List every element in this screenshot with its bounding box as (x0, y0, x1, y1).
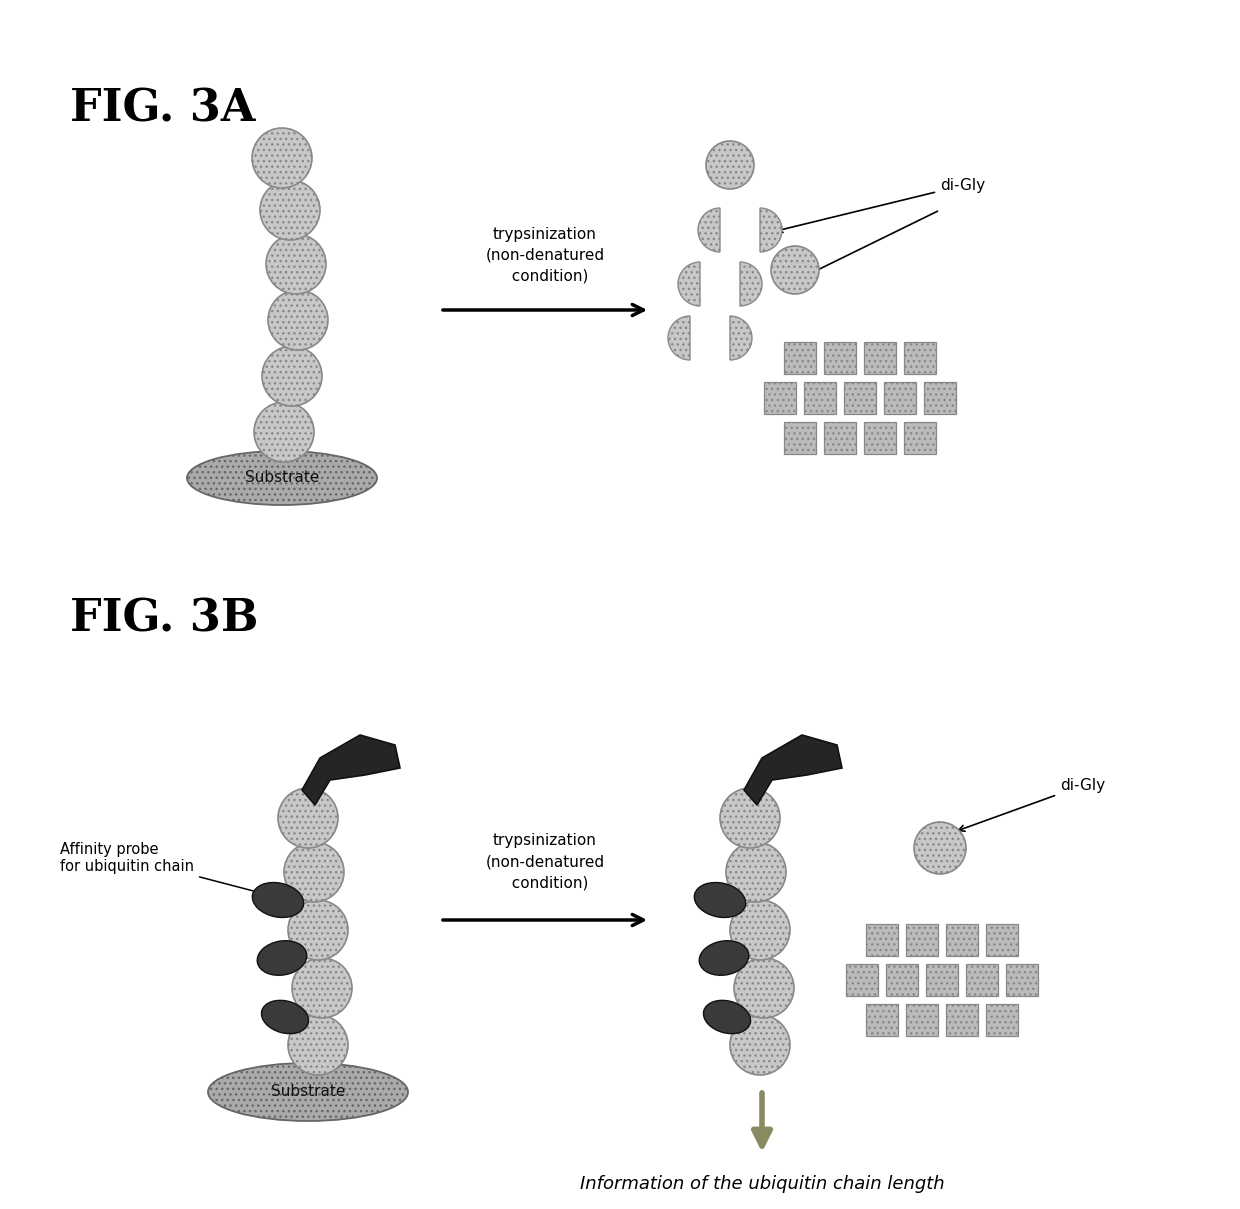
Circle shape (267, 235, 326, 294)
Bar (864, 342, 897, 374)
Bar (904, 342, 936, 374)
Wedge shape (678, 262, 701, 306)
Bar (946, 1003, 978, 1036)
Text: Substrate: Substrate (244, 470, 319, 486)
Ellipse shape (257, 941, 306, 976)
Wedge shape (668, 316, 689, 360)
Text: FIG. 3A: FIG. 3A (69, 88, 255, 131)
Text: di-Gly: di-Gly (959, 779, 1105, 832)
Bar (864, 422, 897, 455)
Wedge shape (730, 316, 751, 360)
Bar (784, 422, 816, 455)
Bar (884, 382, 916, 413)
Text: Substrate: Substrate (270, 1084, 345, 1099)
Circle shape (262, 346, 322, 406)
Ellipse shape (187, 451, 377, 505)
Circle shape (288, 1016, 348, 1075)
Ellipse shape (694, 883, 745, 918)
Circle shape (268, 290, 329, 349)
Circle shape (260, 180, 320, 241)
Text: di-Gly: di-Gly (776, 178, 985, 232)
Ellipse shape (252, 883, 304, 918)
Bar (986, 1003, 1018, 1036)
Circle shape (291, 958, 352, 1018)
Circle shape (254, 403, 314, 462)
Circle shape (771, 245, 818, 294)
Text: trypsinization
(non-denatured
  condition): trypsinization (non-denatured condition) (485, 226, 605, 283)
Bar (804, 382, 836, 413)
Circle shape (730, 899, 790, 960)
Bar (986, 924, 1018, 956)
Circle shape (288, 899, 348, 960)
Polygon shape (303, 735, 401, 805)
Bar (946, 924, 978, 956)
Bar (784, 342, 816, 374)
Circle shape (730, 1016, 790, 1075)
Circle shape (720, 788, 780, 848)
Bar (906, 924, 937, 956)
Ellipse shape (703, 1000, 750, 1034)
Bar (906, 1003, 937, 1036)
Text: trypsinization
(non-denatured
  condition): trypsinization (non-denatured condition) (485, 833, 605, 891)
Circle shape (914, 822, 966, 874)
Ellipse shape (262, 1000, 309, 1034)
Circle shape (278, 788, 339, 848)
Bar (825, 342, 856, 374)
Bar (966, 964, 998, 996)
Bar (825, 422, 856, 455)
Bar (844, 382, 875, 413)
Bar (924, 382, 956, 413)
Bar (1006, 964, 1038, 996)
Circle shape (284, 841, 343, 902)
Circle shape (734, 958, 794, 1018)
Ellipse shape (208, 1063, 408, 1121)
Wedge shape (760, 208, 782, 251)
Circle shape (252, 128, 312, 189)
Bar (866, 1003, 898, 1036)
Text: Information of the ubiquitin chain length: Information of the ubiquitin chain lengt… (579, 1175, 945, 1193)
Wedge shape (698, 208, 720, 251)
Circle shape (725, 841, 786, 902)
Wedge shape (740, 262, 763, 306)
Circle shape (706, 141, 754, 189)
Bar (846, 964, 878, 996)
Text: FIG. 3B: FIG. 3B (69, 598, 258, 641)
Polygon shape (744, 735, 842, 805)
Bar (887, 964, 918, 996)
Ellipse shape (699, 941, 749, 976)
Bar (904, 422, 936, 455)
Text: Affinity probe
for ubiquitin chain: Affinity probe for ubiquitin chain (60, 841, 284, 901)
Bar (926, 964, 959, 996)
Bar (866, 924, 898, 956)
Bar (764, 382, 796, 413)
